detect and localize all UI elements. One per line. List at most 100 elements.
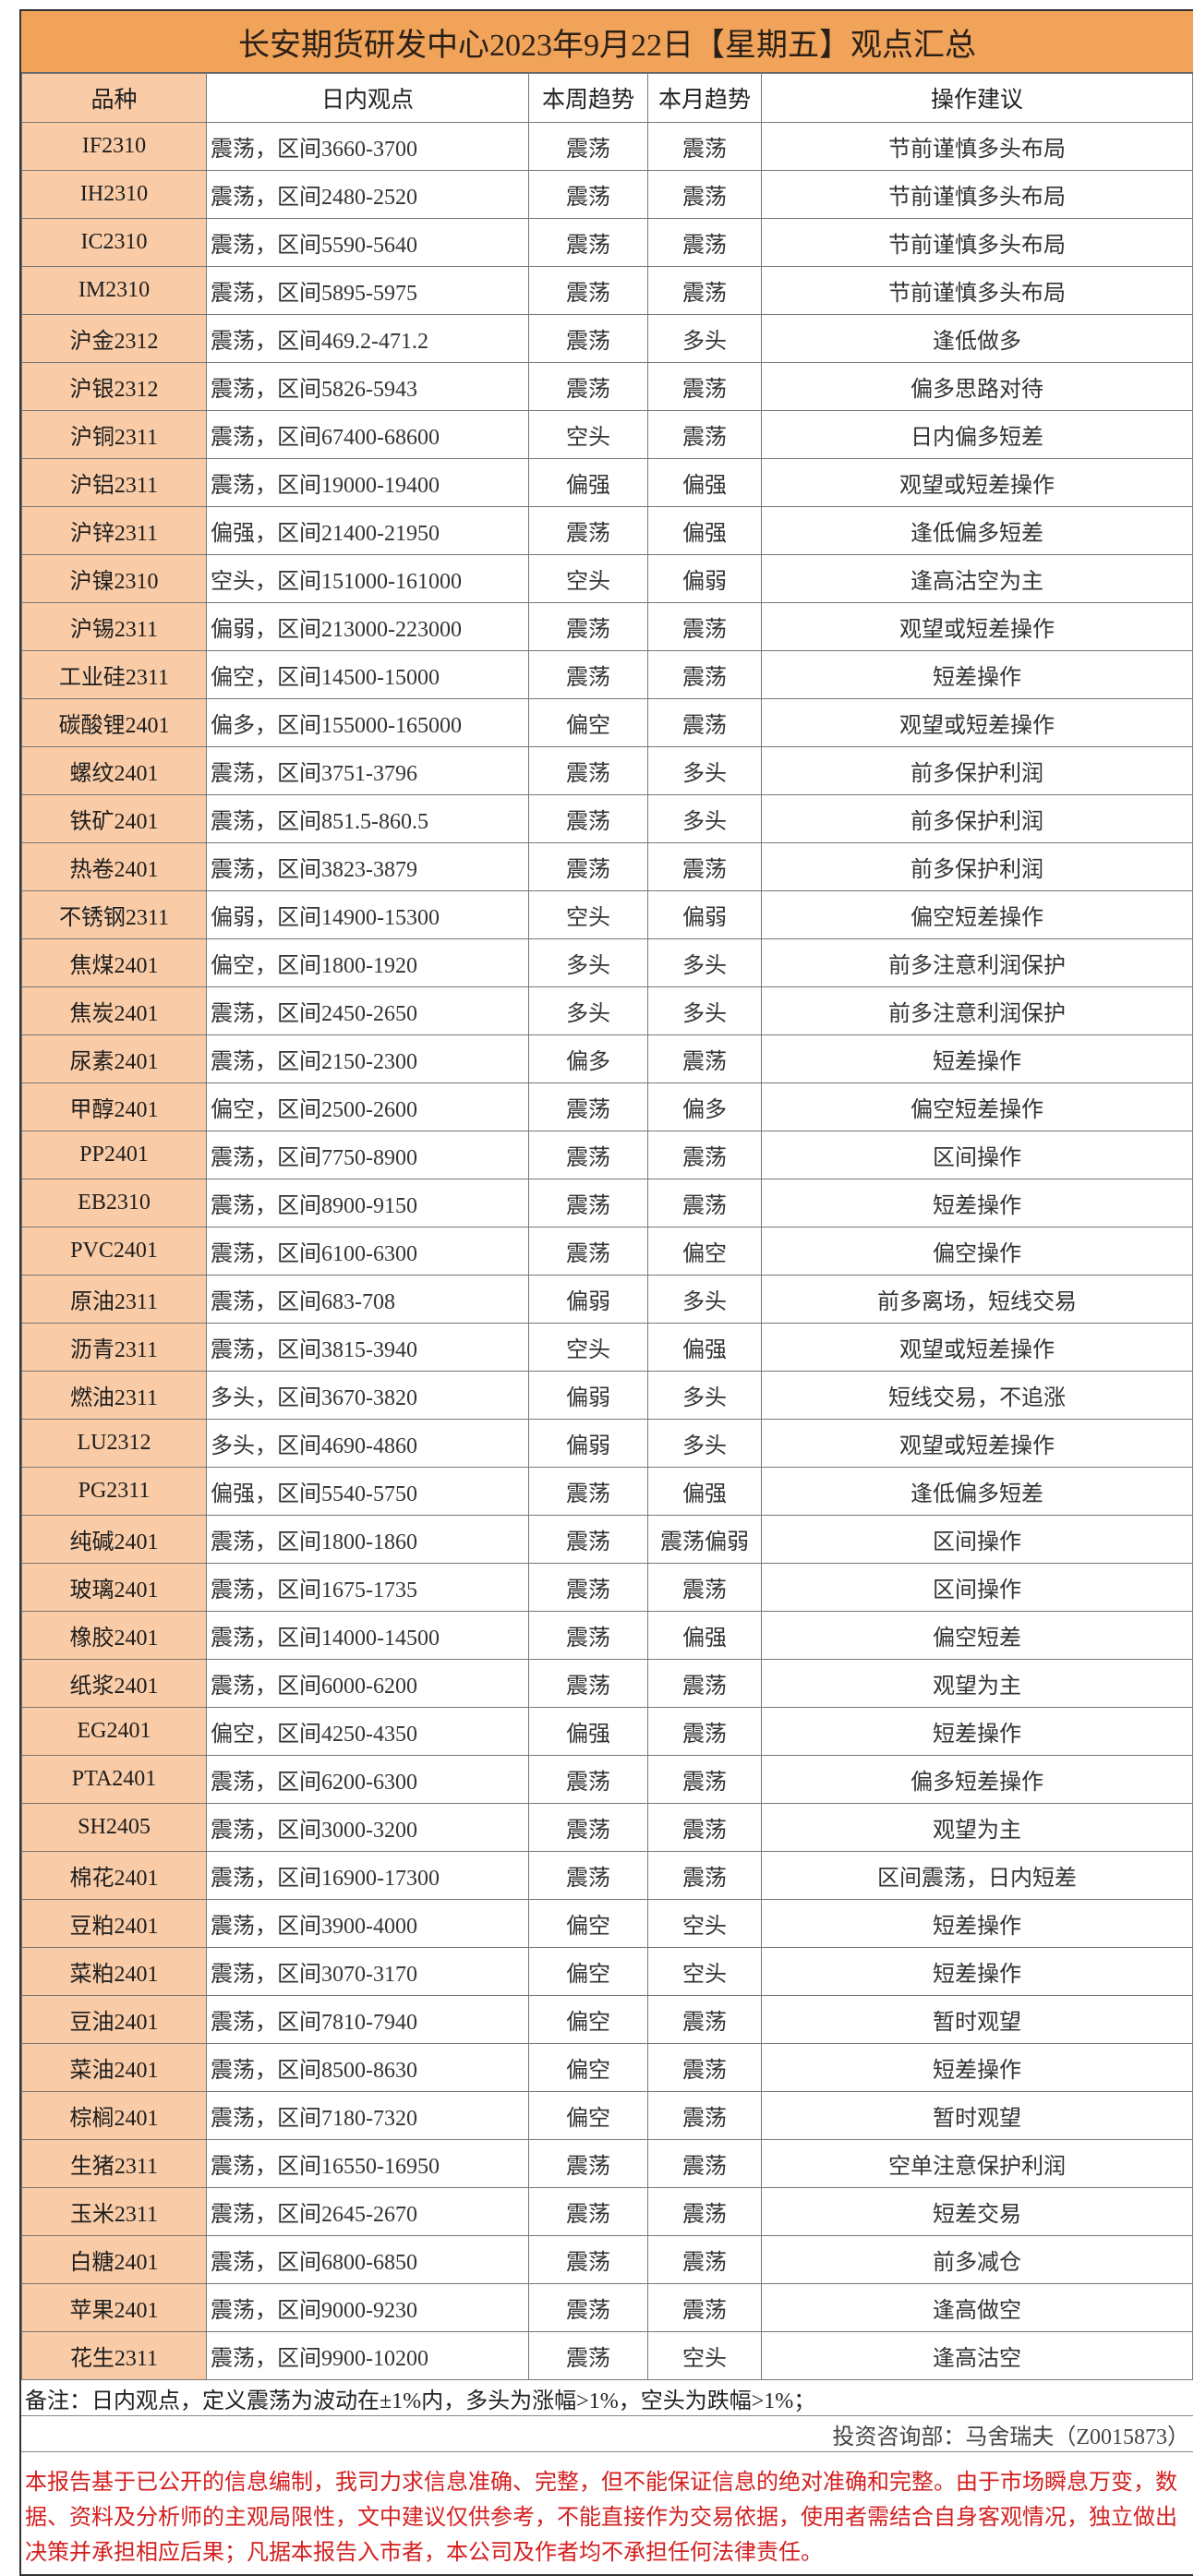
cell-intraday-view: 震荡，区间1675-1735 (206, 1563, 529, 1612)
cell-suggestion: 逢低偏多短差 (761, 1467, 1193, 1516)
table-row: 焦炭2401 震荡，区间2450-2650 多头 多头 前多注意利润保护 (21, 986, 1193, 1035)
cell-suggestion: 短差操作 (761, 2043, 1193, 2092)
cell-variety: 铁矿2401 (21, 794, 207, 843)
cell-variety: IM2310 (21, 266, 207, 315)
table-row: 不锈钢2311 偏弱，区间14900-15300 空头 偏弱 偏空短差操作 (21, 890, 1193, 939)
cell-suggestion: 区间操作 (761, 1131, 1193, 1179)
cell-suggestion: 短差操作 (761, 1034, 1193, 1083)
table-row: 玉米2311 震荡，区间2645-2670 震荡 震荡 短差交易 (21, 2187, 1193, 2236)
cell-weekly-trend: 多头 (528, 938, 648, 987)
report-title: 长安期货研发中心2023年9月22日【星期五】观点汇总 (21, 11, 1193, 73)
cell-suggestion: 短线交易，不追涨 (761, 1371, 1193, 1420)
cell-intraday-view: 震荡，区间6200-6300 (206, 1755, 529, 1804)
table-row: PP2401 震荡，区间7750-8900 震荡 震荡 区间操作 (21, 1131, 1193, 1179)
table-row: 燃油2311 多头，区间3670-3820 偏弱 多头 短线交易，不追涨 (21, 1371, 1193, 1420)
table-row: 玻璃2401 震荡，区间1675-1735 震荡 震荡 区间操作 (21, 1563, 1193, 1612)
cell-variety: 沥青2311 (21, 1323, 207, 1372)
cell-suggestion: 偏空短差 (761, 1611, 1193, 1660)
table-row: 生猪2311 震荡，区间16550-16950 震荡 震荡 空单注意保护利润 (21, 2139, 1193, 2188)
cell-variety: 尿素2401 (21, 1034, 207, 1083)
cell-variety: LU2312 (21, 1419, 207, 1468)
cell-weekly-trend: 偏空 (528, 698, 648, 747)
cell-variety: 焦煤2401 (21, 938, 207, 987)
cell-suggestion: 前多保护利润 (761, 746, 1193, 795)
table-row: 橡胶2401 震荡，区间14000-14500 震荡 偏强 偏空短差 (21, 1611, 1193, 1660)
cell-monthly-trend: 偏强 (647, 1611, 762, 1660)
cell-suggestion: 观望或短差操作 (761, 1419, 1193, 1468)
cell-intraday-view: 震荡，区间3070-3170 (206, 1947, 529, 1996)
cell-variety: 苹果2401 (21, 2283, 207, 2332)
cell-monthly-trend: 偏强 (647, 1467, 762, 1516)
cell-variety: 螺纹2401 (21, 746, 207, 795)
table-row: IH2310 震荡，区间2480-2520 震荡 震荡 节前谨慎多头布局 (21, 170, 1193, 219)
cell-suggestion: 逢高沽空 (761, 2331, 1193, 2380)
cell-suggestion: 前多注意利润保护 (761, 986, 1193, 1035)
table-row: 甲醇2401 偏空，区间2500-2600 震荡 偏多 偏空短差操作 (21, 1082, 1193, 1131)
cell-variety: 工业硅2311 (21, 650, 207, 699)
table-row: IF2310 震荡，区间3660-3700 震荡 震荡 节前谨慎多头布局 (21, 122, 1193, 171)
cell-monthly-trend: 震荡 (647, 1131, 762, 1179)
cell-intraday-view: 震荡，区间7180-7320 (206, 2091, 529, 2140)
cell-weekly-trend: 多头 (528, 986, 648, 1035)
table-row: 沪铜2311 震荡，区间67400-68600 空头 震荡 日内偏多短差 (21, 410, 1193, 459)
cell-variety: 燃油2311 (21, 1371, 207, 1420)
cell-weekly-trend: 震荡 (528, 2139, 648, 2188)
cell-weekly-trend: 震荡 (528, 1467, 648, 1516)
cell-variety: 豆粕2401 (21, 1899, 207, 1948)
cell-variety: IF2310 (21, 122, 207, 171)
cell-intraday-view: 震荡，区间5826-5943 (206, 362, 529, 411)
cell-intraday-view: 震荡，区间683-708 (206, 1275, 529, 1324)
cell-monthly-trend: 震荡 (647, 602, 762, 651)
cell-weekly-trend: 震荡 (528, 314, 648, 363)
cell-suggestion: 观望或短差操作 (761, 698, 1193, 747)
cell-monthly-trend: 震荡 (647, 698, 762, 747)
cell-intraday-view: 震荡，区间2480-2520 (206, 170, 529, 219)
table-row: 沪铝2311 震荡，区间19000-19400 偏强 偏强 观望或短差操作 (21, 458, 1193, 507)
cell-suggestion: 观望为主 (761, 1803, 1193, 1852)
cell-weekly-trend: 震荡 (528, 170, 648, 219)
cell-monthly-trend: 震荡 (647, 410, 762, 459)
table-row: 螺纹2401 震荡，区间3751-3796 震荡 多头 前多保护利润 (21, 746, 1193, 795)
table-row: SH2405 震荡，区间3000-3200 震荡 震荡 观望为主 (21, 1803, 1193, 1852)
cell-variety: 玉米2311 (21, 2187, 207, 2236)
cell-weekly-trend: 震荡 (528, 1659, 648, 1708)
cell-intraday-view: 震荡，区间1800-1860 (206, 1515, 529, 1564)
cell-variety: PG2311 (21, 1467, 207, 1516)
cell-suggestion: 前多注意利润保护 (761, 938, 1193, 987)
cell-intraday-view: 震荡，区间3900-4000 (206, 1899, 529, 1948)
cell-suggestion: 区间操作 (761, 1515, 1193, 1564)
cell-weekly-trend: 震荡 (528, 602, 648, 651)
cell-suggestion: 偏空短差操作 (761, 1082, 1193, 1131)
cell-suggestion: 偏空短差操作 (761, 890, 1193, 939)
cell-weekly-trend: 震荡 (528, 506, 648, 555)
table-row: 沪金2312 震荡，区间469.2-471.2 震荡 多头 逢低做多 (21, 314, 1193, 363)
cell-variety: 玻璃2401 (21, 1563, 207, 1612)
cell-weekly-trend: 震荡 (528, 1851, 648, 1900)
cell-weekly-trend: 震荡 (528, 650, 648, 699)
cell-weekly-trend: 偏强 (528, 1707, 648, 1756)
views-table: 品种 日内观点 本周趋势 本月趋势 操作建议 IF2310 震荡，区间3660-3… (21, 73, 1193, 2380)
cell-weekly-trend: 空头 (528, 1323, 648, 1372)
cell-variety: 沪铜2311 (21, 410, 207, 459)
table-row: 沪锡2311 偏弱，区间213000-223000 震荡 震荡 观望或短差操作 (21, 602, 1193, 651)
cell-intraday-view: 震荡，区间14000-14500 (206, 1611, 529, 1660)
cell-intraday-view: 震荡，区间851.5-860.5 (206, 794, 529, 843)
cell-monthly-trend: 多头 (647, 746, 762, 795)
cell-intraday-view: 震荡，区间3815-3940 (206, 1323, 529, 1372)
cell-intraday-view: 偏空，区间1800-1920 (206, 938, 529, 987)
cell-intraday-view: 震荡，区间3823-3879 (206, 842, 529, 891)
header-variety: 品种 (21, 73, 207, 123)
cell-intraday-view: 震荡，区间2450-2650 (206, 986, 529, 1035)
note: 备注：日内观点，定义震荡为波动在±1%内，多头为涨幅>1%，空头为跌幅>1%； (21, 2380, 1193, 2416)
cell-intraday-view: 震荡，区间6800-6850 (206, 2235, 529, 2284)
cell-intraday-view: 偏弱，区间14900-15300 (206, 890, 529, 939)
table-row: 纸浆2401 震荡，区间6000-6200 震荡 震荡 观望为主 (21, 1659, 1193, 1708)
cell-weekly-trend: 空头 (528, 890, 648, 939)
cell-monthly-trend: 震荡 (647, 1034, 762, 1083)
cell-weekly-trend: 震荡 (528, 2235, 648, 2284)
cell-monthly-trend: 震荡 (647, 842, 762, 891)
cell-weekly-trend: 震荡 (528, 1563, 648, 1612)
cell-suggestion: 短差操作 (761, 650, 1193, 699)
cell-monthly-trend: 震荡 (647, 1659, 762, 1708)
cell-monthly-trend: 多头 (647, 314, 762, 363)
